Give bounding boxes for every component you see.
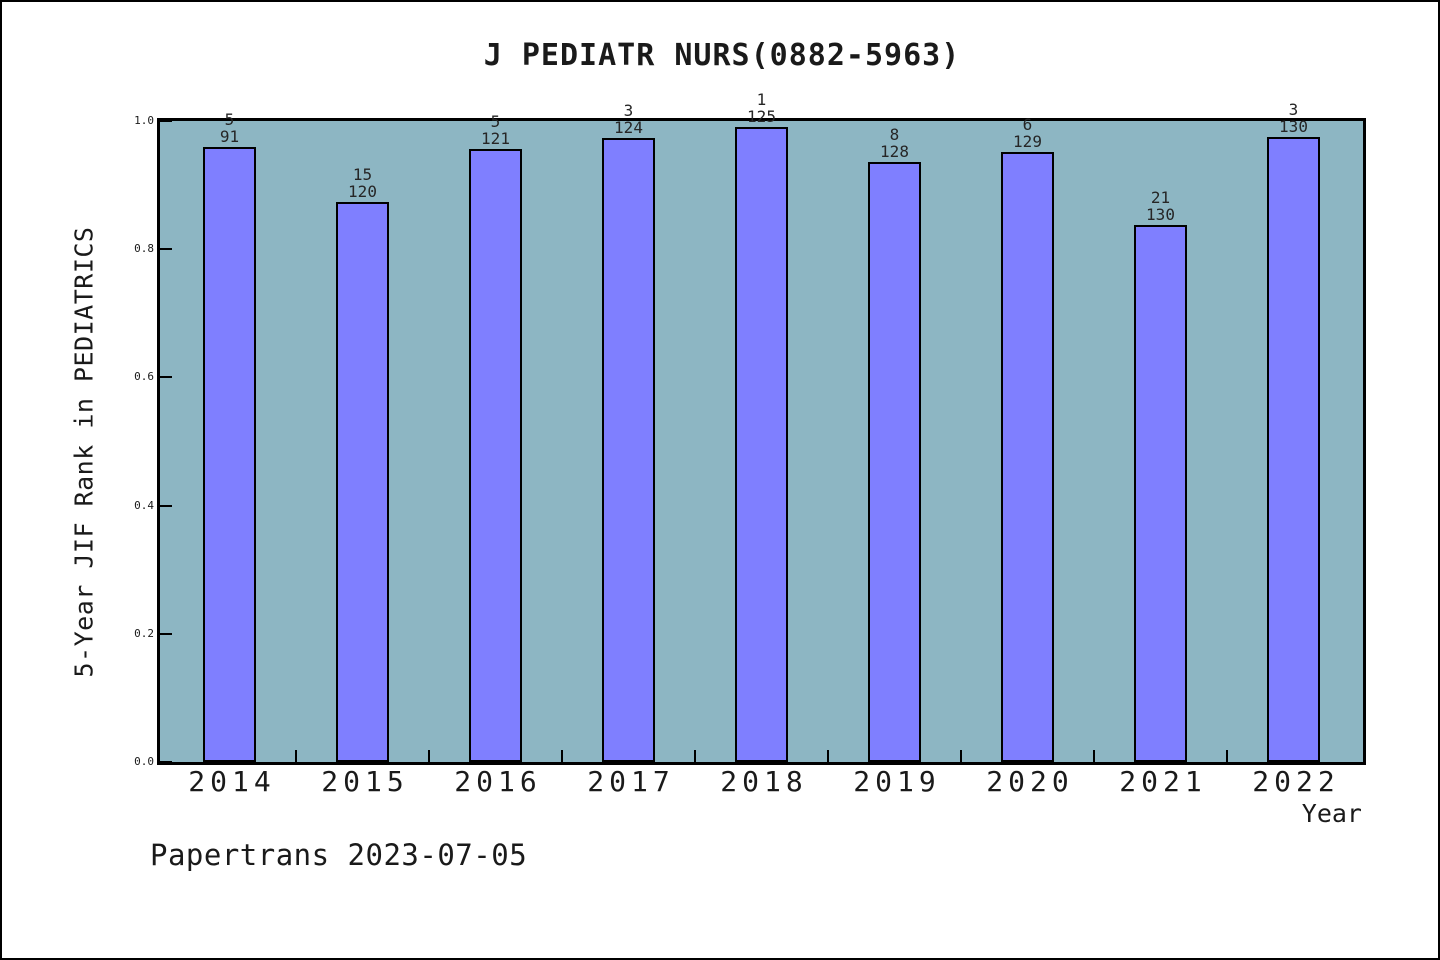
watermark-text: Papertrans 2023-07-05 bbox=[150, 838, 528, 872]
bar-2022 bbox=[1267, 137, 1320, 762]
y-tick-label: 0.8 bbox=[134, 242, 154, 256]
bar-2019 bbox=[868, 162, 921, 762]
chart-title: J PEDIATR NURS(0882-5963) bbox=[483, 38, 961, 73]
bar-value-label: 3 124 bbox=[614, 101, 643, 137]
x-tick-label-2018: 2018 bbox=[720, 765, 808, 798]
x-tick-label-2014: 2014 bbox=[188, 765, 276, 798]
plot-area: 5 91 15 120 5 121 3 124 1 125 8 128 6 129 21 13… bbox=[157, 91, 1366, 765]
y-tick-label: 0.4 bbox=[134, 498, 154, 512]
bar-2017 bbox=[602, 138, 655, 762]
y-axis-tick bbox=[160, 248, 172, 251]
bar-2021 bbox=[1134, 225, 1187, 762]
x-axis-label: Year bbox=[1301, 799, 1362, 828]
x-tick-label-2016: 2016 bbox=[454, 765, 542, 798]
bar-2020 bbox=[1001, 152, 1054, 762]
x-axis-minor-tick bbox=[694, 750, 696, 762]
bar-2016 bbox=[469, 149, 522, 762]
bar-2014 bbox=[203, 147, 256, 762]
plot-inner: 5 91 15 120 5 121 3 124 1 125 8 128 6 129 21 13… bbox=[160, 91, 1363, 763]
bar-2018 bbox=[735, 127, 788, 762]
y-axis-tick bbox=[160, 120, 172, 122]
x-axis-minor-tick bbox=[960, 750, 962, 762]
y-tick-label: 0.6 bbox=[134, 370, 154, 384]
bar-value-label: 3 130 bbox=[1279, 100, 1308, 136]
bar-2015 bbox=[336, 202, 389, 762]
y-axis-tick bbox=[160, 376, 172, 379]
bar-value-label: 6 129 bbox=[1013, 115, 1042, 151]
x-tick-label-2020: 2020 bbox=[986, 765, 1074, 798]
x-tick-label-2021: 2021 bbox=[1119, 765, 1207, 798]
y-axis-tick bbox=[160, 504, 172, 507]
x-tick-label-2017: 2017 bbox=[587, 765, 675, 798]
y-tick-label: 1.0 bbox=[134, 114, 154, 127]
x-axis-minor-tick bbox=[295, 750, 297, 762]
x-axis-minor-tick bbox=[1093, 750, 1095, 762]
x-axis-minor-tick bbox=[561, 750, 563, 762]
bar-value-label: 8 128 bbox=[880, 125, 909, 161]
y-axis-label: 5-Year JIF Rank in PEDIATRICS bbox=[69, 226, 99, 678]
y-axis-tick bbox=[160, 632, 172, 635]
bar-value-label: 21 130 bbox=[1146, 188, 1175, 224]
y-axis-tick bbox=[160, 761, 172, 763]
x-tick-label-2019: 2019 bbox=[853, 765, 941, 798]
bar-value-label: 15 120 bbox=[348, 165, 377, 201]
y-tick-label: 0.0 bbox=[134, 755, 154, 768]
bar-value-label: 5 121 bbox=[481, 112, 510, 148]
x-tick-label-2022: 2022 bbox=[1252, 765, 1340, 798]
bar-value-label: 5 91 bbox=[219, 110, 240, 146]
x-axis-minor-tick bbox=[1226, 750, 1228, 762]
x-tick-label-2015: 2015 bbox=[321, 765, 409, 798]
bar-value-label: 1 125 bbox=[747, 90, 776, 126]
x-axis-minor-tick bbox=[827, 750, 829, 762]
x-axis-minor-tick bbox=[428, 750, 430, 762]
y-tick-label: 0.2 bbox=[134, 626, 154, 640]
